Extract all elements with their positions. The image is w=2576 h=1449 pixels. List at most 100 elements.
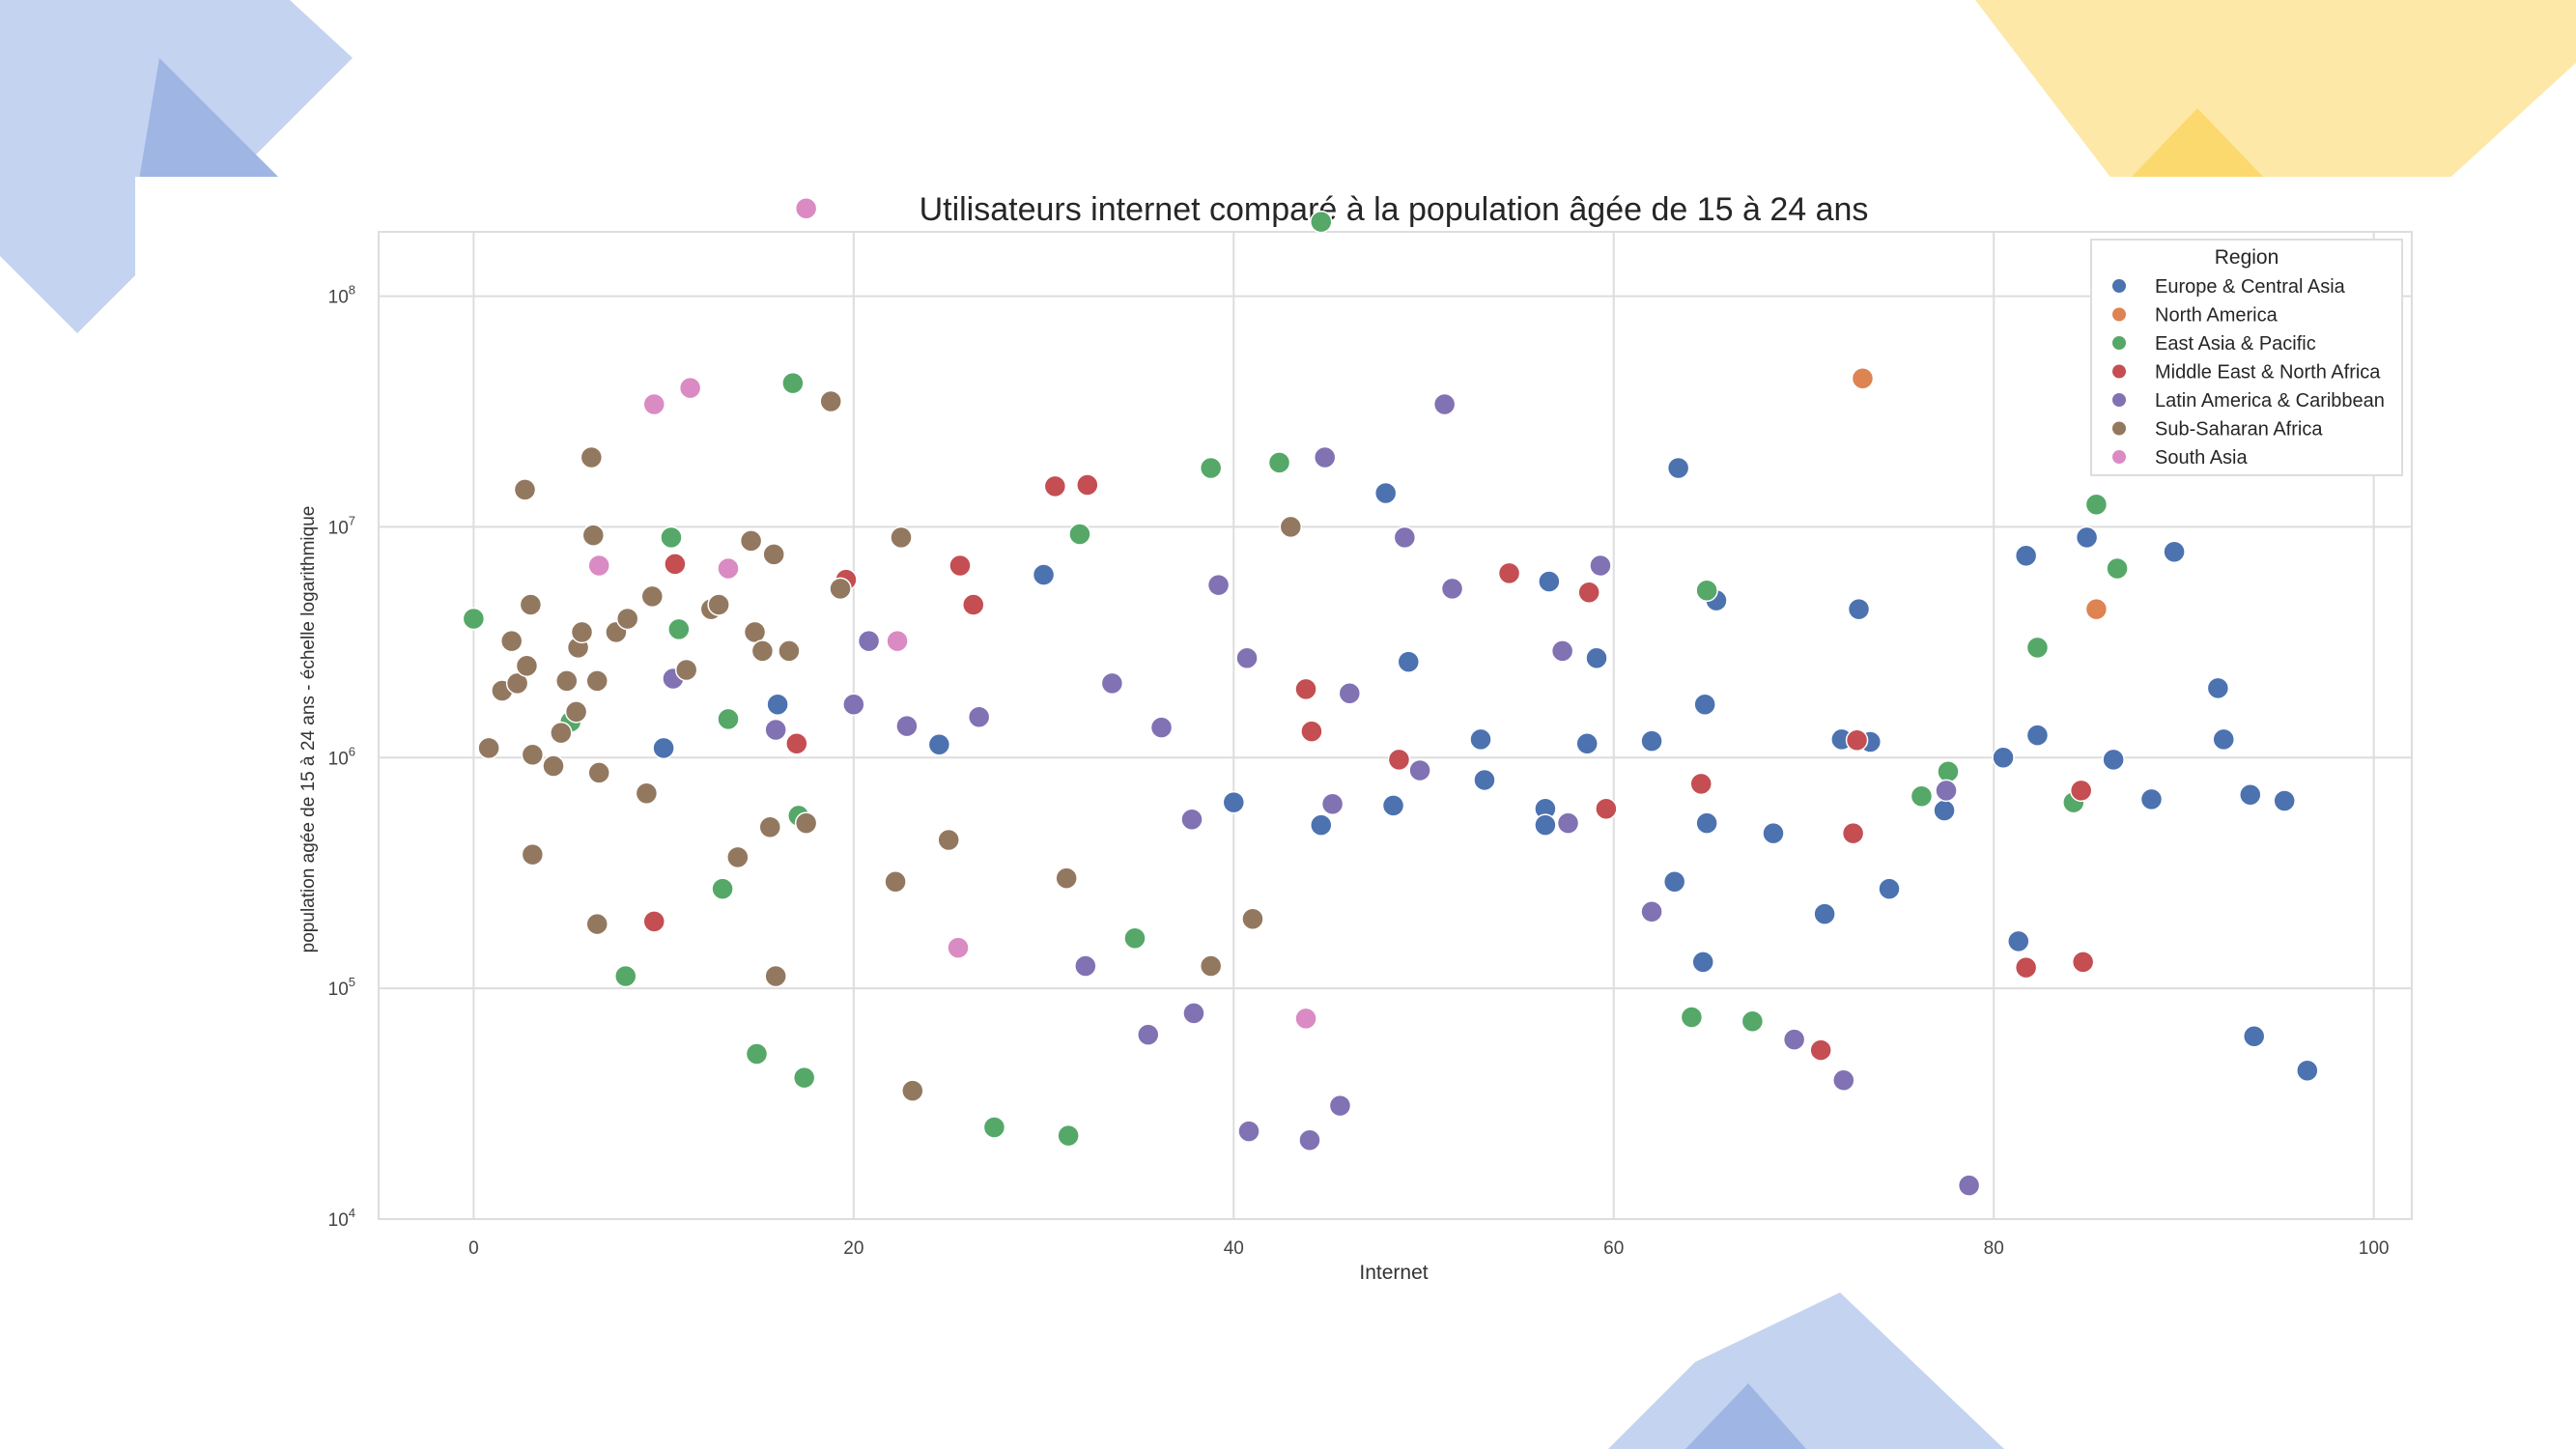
scatter-point	[640, 584, 665, 609]
scatter-point	[2071, 951, 2095, 974]
scatter-point	[962, 593, 985, 616]
scatter-point	[1408, 758, 1431, 782]
scatter-point	[982, 1116, 1006, 1139]
scatter-point	[745, 1042, 769, 1065]
scatter-point	[1695, 811, 1718, 835]
legend-marker	[2112, 279, 2126, 293]
scatter-point	[1241, 907, 1264, 930]
scatter-point	[1762, 821, 1785, 845]
scatter-point	[513, 478, 537, 501]
scatter-point	[1199, 456, 1223, 480]
legend-label: East Asia & Pacific	[2155, 333, 2316, 355]
scatter-point	[1137, 1023, 1160, 1046]
scatter-point	[519, 593, 543, 616]
scatter-point	[1595, 797, 1618, 821]
plot-area	[378, 231, 2413, 1220]
legend-entries: Europe & Central Asia North America East A…	[2112, 276, 2385, 469]
legend-label: South Asia	[2155, 447, 2249, 469]
scatter-point	[1267, 451, 1291, 474]
scatter-point	[1222, 790, 1246, 814]
scatter-point	[762, 543, 785, 566]
scatter-point	[613, 964, 637, 988]
scatter-point	[829, 577, 852, 601]
scatter-point	[1640, 899, 1663, 923]
scatter-point	[1055, 867, 1078, 890]
scatter-point	[1992, 746, 2015, 770]
scatter-point	[1689, 772, 1713, 796]
legend-label: Latin America & Caribbean	[2155, 390, 2385, 412]
scatter-point	[1393, 526, 1417, 550]
scatter-point	[2296, 1059, 2319, 1083]
scatter-point	[664, 553, 687, 576]
scatter-point	[542, 754, 565, 778]
legend-marker	[2112, 364, 2126, 379]
y-tick-base: 10	[328, 980, 349, 1000]
y-tick-base: 10	[328, 1210, 349, 1231]
scatter-point	[652, 736, 675, 760]
scatter-point	[1585, 646, 1608, 670]
scatter-point	[1310, 813, 1333, 837]
scatter-point	[886, 629, 909, 653]
scatter-point	[1933, 799, 1956, 822]
scatter-point	[1935, 779, 1958, 803]
scatter-point	[555, 669, 579, 693]
scatter-point	[1556, 811, 1580, 835]
scatter-point	[1068, 523, 1091, 546]
scatter-point	[521, 842, 545, 867]
scatter-point	[2025, 724, 2050, 747]
scatter-point	[717, 707, 740, 731]
scatter-point	[1662, 869, 1686, 894]
deco-shape-bottom-right-inner	[1685, 1383, 1806, 1449]
scatter-point	[2242, 1024, 2266, 1048]
legend-box	[2090, 239, 2403, 476]
y-tick-label: 104	[328, 1206, 355, 1231]
scatter-point	[764, 964, 787, 988]
scatter-point	[1538, 570, 1561, 593]
scatter-point	[1373, 481, 1398, 505]
scatter-point	[499, 629, 524, 653]
scatter-point	[842, 693, 865, 716]
scatter-point	[1691, 951, 1714, 974]
scatter-point	[2106, 556, 2129, 581]
scatter-point	[564, 700, 588, 724]
scatter-point	[2163, 540, 2186, 563]
legend-marker	[2112, 307, 2126, 322]
scatter-point	[785, 732, 808, 755]
scatter-point	[707, 593, 730, 616]
scatter-point	[794, 811, 818, 835]
scatter-point	[2239, 783, 2262, 807]
legend-label: Europe & Central Asia	[2155, 276, 2346, 298]
scatter-point	[1338, 681, 1362, 705]
scatter-point	[2084, 597, 2109, 621]
scatter-point	[667, 617, 691, 641]
scatter-point	[1534, 813, 1557, 837]
scatter-point	[1695, 579, 1718, 603]
scatter-point	[781, 371, 805, 395]
scatter-point	[1845, 728, 1869, 752]
scatter-point	[642, 910, 666, 933]
scatter-point	[764, 718, 787, 742]
x-tick-label: 80	[1984, 1238, 2004, 1259]
scatter-point	[1693, 693, 1716, 716]
scatter-point	[1937, 759, 1960, 783]
scatter-point	[1100, 671, 1124, 696]
scatter-point	[778, 639, 801, 663]
y-tick-label: 107	[328, 513, 355, 538]
scatter-point	[1782, 1028, 1806, 1051]
scatter-point	[1397, 650, 1421, 673]
scatter-point	[895, 714, 919, 738]
scatter-point	[2075, 526, 2099, 550]
scatter-point	[2014, 955, 2038, 980]
scatter-point	[581, 524, 606, 547]
legend-label: Middle East & North Africa	[2155, 362, 2381, 384]
x-tick-label: 40	[1224, 1238, 1244, 1259]
scatter-point	[927, 732, 951, 756]
deco-shape-bottom-right	[1608, 1293, 2004, 1449]
scatter-point	[2273, 789, 2296, 812]
scatter-point	[580, 445, 604, 469]
scatter-point	[1809, 1038, 1832, 1062]
scatter-point	[678, 376, 702, 400]
scatter-point	[1057, 1123, 1080, 1148]
scatter-point	[2206, 676, 2230, 700]
x-tick-label: 60	[1603, 1238, 1624, 1259]
